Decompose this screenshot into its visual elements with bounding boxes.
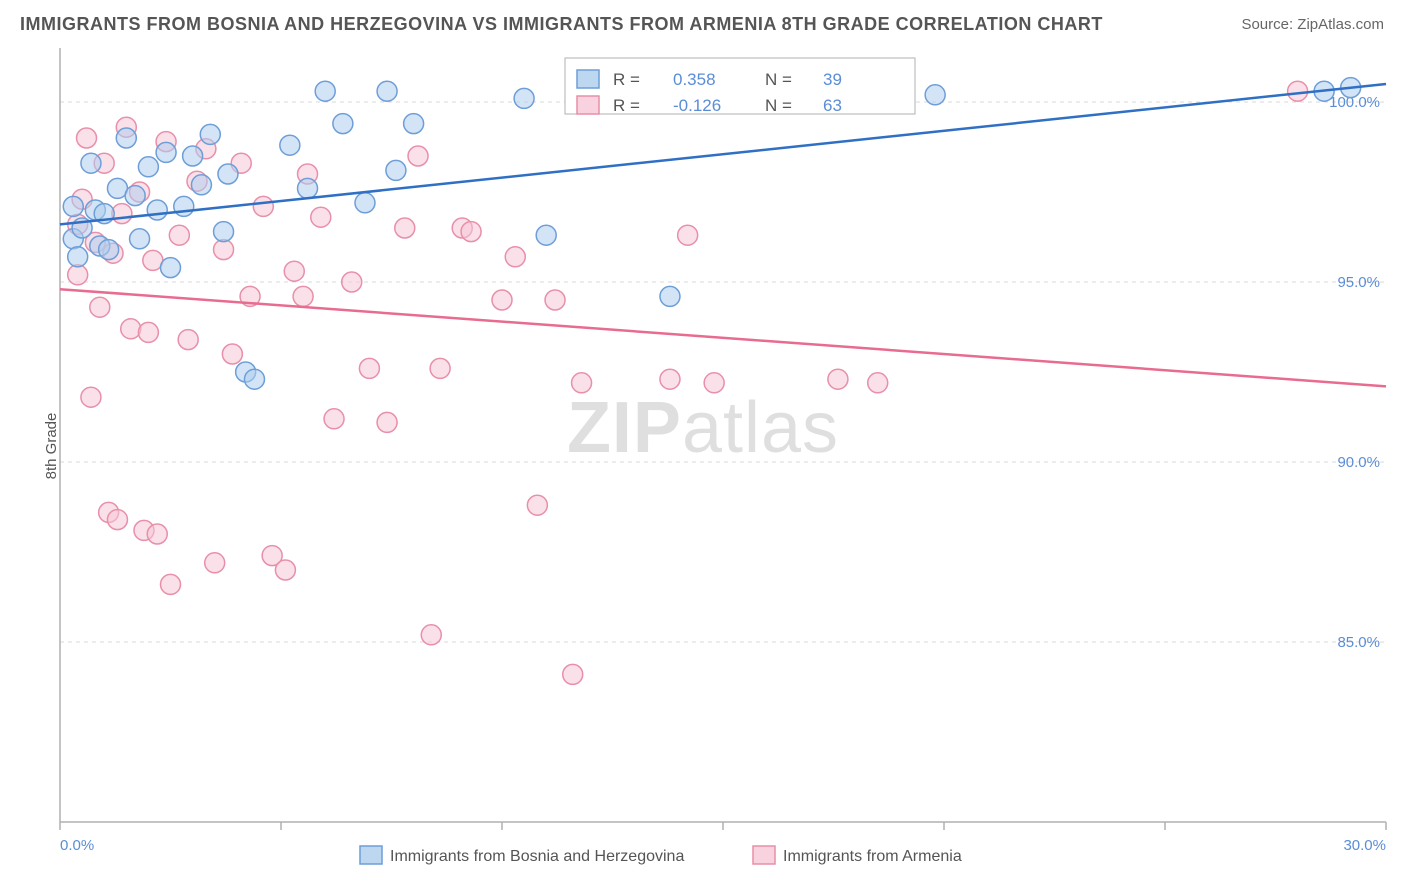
data-point-armenia [214, 240, 234, 260]
legend-r-label: R = [613, 96, 640, 115]
data-point-bosnia [386, 160, 406, 180]
data-point-armenia [704, 373, 724, 393]
data-point-bosnia [99, 240, 119, 260]
bottom-legend-swatch-bosnia [360, 846, 382, 864]
legend-n-value: 39 [823, 70, 842, 89]
data-point-armenia [572, 373, 592, 393]
scatter-plot: 85.0%90.0%95.0%100.0%0.0%30.0%R =0.358N … [0, 0, 1406, 892]
data-point-armenia [178, 330, 198, 350]
chart-title: IMMIGRANTS FROM BOSNIA AND HERZEGOVINA V… [20, 14, 1103, 35]
data-point-bosnia [174, 196, 194, 216]
data-point-armenia [359, 358, 379, 378]
source-attribution: Source: ZipAtlas.com [1241, 16, 1384, 33]
data-point-bosnia [125, 186, 145, 206]
data-point-armenia [505, 247, 525, 267]
y-axis-label: 8th Grade [43, 413, 60, 480]
x-tick-label: 30.0% [1343, 837, 1386, 854]
data-point-armenia [161, 574, 181, 594]
data-point-armenia [138, 322, 158, 342]
data-point-armenia [563, 664, 583, 684]
data-point-armenia [81, 387, 101, 407]
y-tick-label: 85.0% [1337, 634, 1380, 651]
legend-r-label: R = [613, 70, 640, 89]
data-point-bosnia [377, 81, 397, 101]
data-point-bosnia [116, 128, 136, 148]
data-point-bosnia [200, 124, 220, 144]
data-point-armenia [678, 225, 698, 245]
data-point-bosnia [355, 193, 375, 213]
data-point-armenia [253, 196, 273, 216]
data-point-armenia [311, 207, 331, 227]
data-point-bosnia [244, 369, 264, 389]
data-point-armenia [1288, 81, 1308, 101]
data-point-bosnia [63, 196, 83, 216]
data-point-bosnia [315, 81, 335, 101]
data-point-armenia [377, 412, 397, 432]
data-point-armenia [169, 225, 189, 245]
data-point-bosnia [404, 114, 424, 134]
data-point-armenia [90, 297, 110, 317]
data-point-armenia [121, 319, 141, 339]
data-point-armenia [430, 358, 450, 378]
data-point-armenia [293, 286, 313, 306]
data-point-armenia [77, 128, 97, 148]
data-point-bosnia [68, 247, 88, 267]
data-point-armenia [222, 344, 242, 364]
data-point-armenia [545, 290, 565, 310]
bottom-legend-label-armenia: Immigrants from Armenia [783, 848, 962, 865]
legend-n-label: N = [765, 70, 792, 89]
legend-swatch-bosnia [577, 70, 599, 88]
data-point-bosnia [333, 114, 353, 134]
data-point-bosnia [130, 229, 150, 249]
data-point-bosnia [191, 175, 211, 195]
data-point-armenia [107, 510, 127, 530]
data-point-armenia [147, 524, 167, 544]
y-tick-label: 90.0% [1337, 454, 1380, 471]
data-point-bosnia [161, 258, 181, 278]
data-point-bosnia [298, 178, 318, 198]
data-point-armenia [421, 625, 441, 645]
data-point-bosnia [514, 88, 534, 108]
data-point-bosnia [660, 286, 680, 306]
y-tick-label: 95.0% [1337, 274, 1380, 291]
data-point-bosnia [147, 200, 167, 220]
data-point-bosnia [138, 157, 158, 177]
legend-n-value: 63 [823, 96, 842, 115]
data-point-armenia [205, 553, 225, 573]
data-point-bosnia [214, 222, 234, 242]
data-point-armenia [284, 261, 304, 281]
data-point-bosnia [81, 153, 101, 173]
data-point-bosnia [156, 142, 176, 162]
bottom-legend-swatch-armenia [753, 846, 775, 864]
data-point-armenia [68, 265, 88, 285]
data-point-armenia [492, 290, 512, 310]
data-point-bosnia [925, 85, 945, 105]
data-point-armenia [828, 369, 848, 389]
data-point-bosnia [536, 225, 556, 245]
data-point-bosnia [218, 164, 238, 184]
legend-r-value: -0.126 [673, 96, 721, 115]
data-point-armenia [324, 409, 344, 429]
data-point-bosnia [183, 146, 203, 166]
data-point-bosnia [280, 135, 300, 155]
data-point-armenia [342, 272, 362, 292]
bottom-legend-label-bosnia: Immigrants from Bosnia and Herzegovina [390, 848, 684, 865]
data-point-armenia [408, 146, 428, 166]
legend-r-value: 0.358 [673, 70, 716, 89]
data-point-armenia [660, 369, 680, 389]
legend-n-label: N = [765, 96, 792, 115]
data-point-armenia [868, 373, 888, 393]
chart-container: IMMIGRANTS FROM BOSNIA AND HERZEGOVINA V… [0, 0, 1406, 892]
data-point-armenia [395, 218, 415, 238]
legend-swatch-armenia [577, 96, 599, 114]
x-tick-label: 0.0% [60, 837, 94, 854]
data-point-armenia [527, 495, 547, 515]
data-point-armenia [461, 222, 481, 242]
data-point-armenia [275, 560, 295, 580]
